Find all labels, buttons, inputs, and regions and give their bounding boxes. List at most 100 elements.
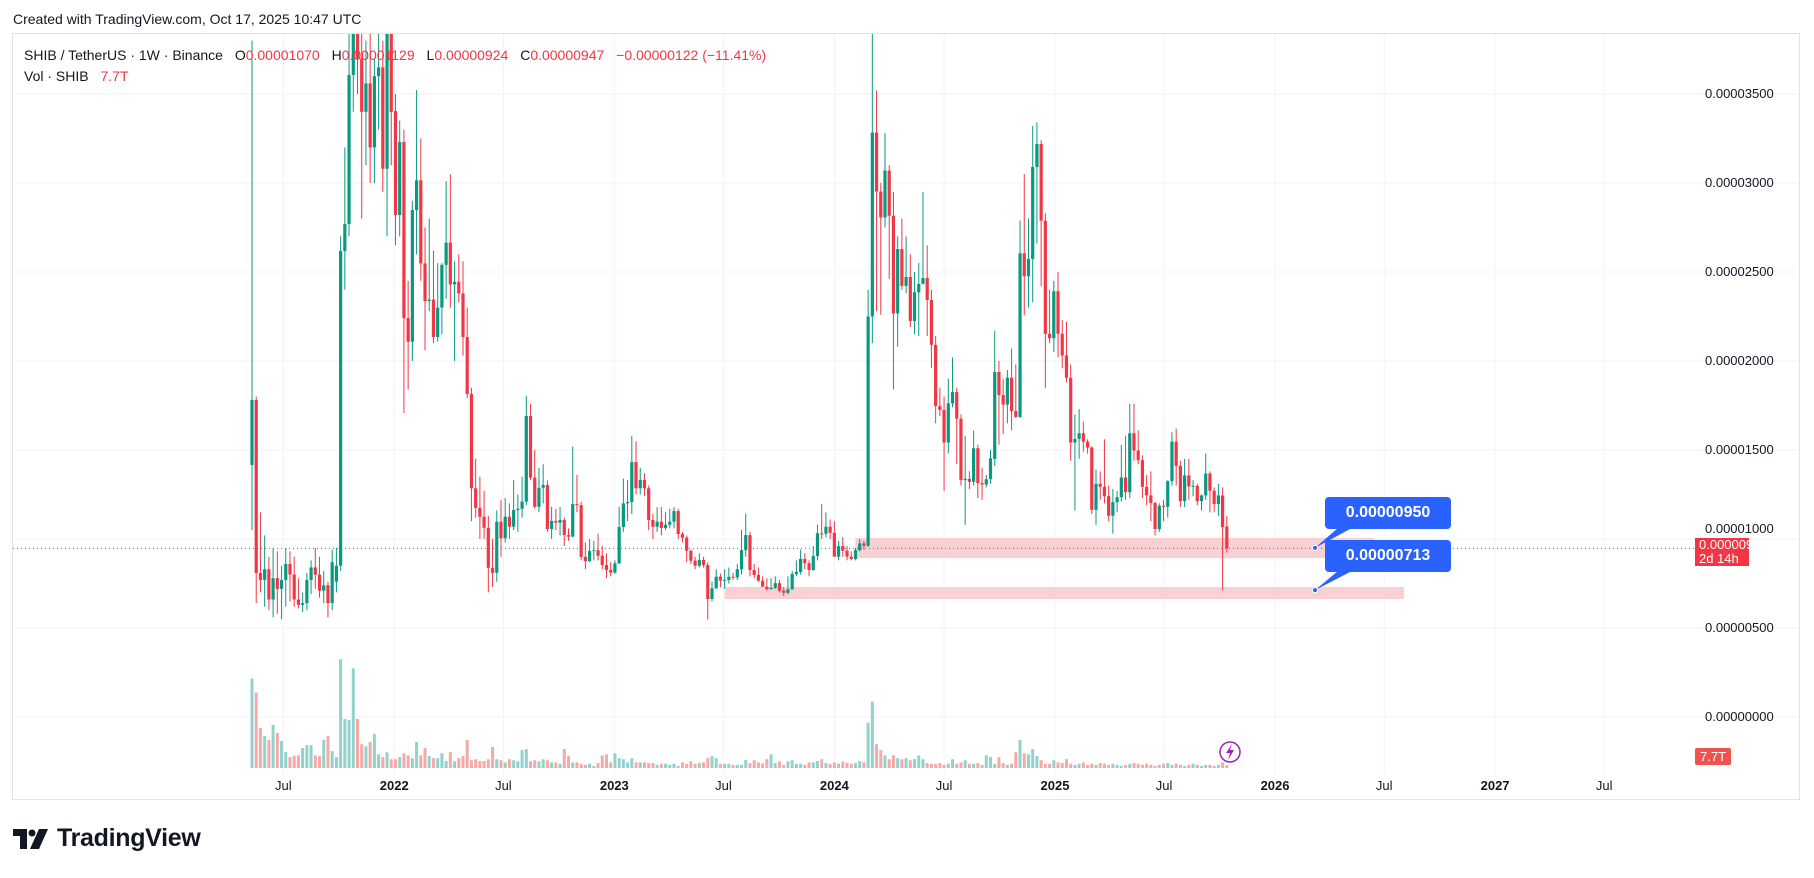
candle bbox=[955, 387, 959, 465]
volume-bar bbox=[1086, 764, 1090, 768]
candle-body bbox=[879, 191, 883, 218]
candle bbox=[680, 531, 685, 543]
candle-body bbox=[858, 543, 862, 551]
candle-body bbox=[583, 556, 587, 562]
candle-body bbox=[799, 558, 803, 572]
candle-body bbox=[1035, 144, 1039, 167]
candle bbox=[756, 567, 760, 582]
candle-body bbox=[1128, 433, 1132, 493]
volume-bar bbox=[769, 754, 773, 768]
volume-bar bbox=[976, 763, 980, 768]
candle bbox=[516, 494, 520, 532]
candle-body bbox=[630, 462, 634, 503]
volume-bar bbox=[1170, 764, 1174, 768]
callout-anchor-dot[interactable] bbox=[1312, 544, 1318, 551]
candle-body bbox=[1157, 505, 1161, 530]
volume-bar bbox=[280, 740, 284, 768]
candle bbox=[423, 227, 427, 351]
candle-body bbox=[651, 519, 655, 527]
volume-bar bbox=[938, 763, 942, 768]
candle-body bbox=[1010, 377, 1014, 412]
price-zone[interactable] bbox=[855, 537, 1375, 559]
candle bbox=[279, 565, 284, 620]
price-callout-upper[interactable]: 0.00000950 bbox=[1325, 497, 1451, 529]
candle bbox=[1149, 471, 1153, 522]
price-zone[interactable] bbox=[724, 587, 1405, 599]
volume-bar bbox=[1018, 739, 1022, 768]
candle bbox=[1145, 474, 1149, 506]
candle-body bbox=[1094, 483, 1098, 510]
volume-bar bbox=[752, 760, 756, 768]
candle-body bbox=[756, 574, 760, 581]
legend-high-value: 0.00001129 bbox=[341, 47, 415, 63]
volume-bar bbox=[1149, 764, 1153, 768]
candle-body bbox=[444, 242, 448, 265]
candle-body bbox=[777, 583, 782, 591]
callout-anchor-dot[interactable] bbox=[1312, 587, 1318, 594]
volume-bar bbox=[740, 764, 744, 768]
candle bbox=[900, 218, 904, 290]
candle bbox=[735, 563, 739, 580]
candle bbox=[330, 549, 334, 611]
candle-body bbox=[676, 511, 680, 535]
candle-body bbox=[621, 503, 625, 528]
volume-bar bbox=[545, 760, 549, 768]
candle-body bbox=[1166, 481, 1170, 507]
candle bbox=[1081, 421, 1085, 452]
candle-body bbox=[1183, 475, 1187, 502]
time-tick-label: Jul bbox=[715, 778, 732, 793]
candle-body bbox=[617, 527, 621, 564]
candle bbox=[554, 508, 558, 531]
price-callout-lower[interactable]: 0.00000713 bbox=[1325, 540, 1451, 572]
candle-body bbox=[917, 283, 921, 293]
volume-bar bbox=[588, 763, 592, 768]
legend-low-label: L bbox=[426, 47, 435, 63]
volume-bar bbox=[1026, 754, 1030, 768]
volume-bar bbox=[875, 744, 879, 768]
candle bbox=[296, 578, 301, 609]
volume-bar bbox=[1195, 764, 1199, 768]
candle-body bbox=[853, 550, 858, 559]
candle bbox=[718, 573, 723, 588]
candle-body bbox=[436, 307, 440, 337]
candle bbox=[305, 572, 309, 611]
price-tick-label: 0.00001500 bbox=[1705, 442, 1774, 457]
candle bbox=[925, 245, 929, 337]
volume-bar bbox=[322, 739, 326, 768]
candle bbox=[849, 551, 853, 561]
candle bbox=[807, 560, 811, 577]
candle-body bbox=[250, 399, 254, 465]
candle-body bbox=[993, 372, 997, 459]
candle bbox=[858, 539, 862, 552]
volume-bar bbox=[1174, 763, 1178, 768]
candle bbox=[1035, 122, 1039, 244]
legend-volume-label[interactable]: Vol · SHIB bbox=[24, 68, 89, 84]
volume-bar bbox=[351, 668, 355, 768]
candle bbox=[980, 467, 984, 500]
candle-body bbox=[457, 281, 461, 294]
volume-bar bbox=[689, 761, 693, 768]
candle-body bbox=[1047, 333, 1052, 339]
candle-body bbox=[263, 569, 267, 580]
candle bbox=[1170, 432, 1174, 486]
candle bbox=[1031, 126, 1035, 303]
legend-high-label: H bbox=[331, 47, 342, 63]
candle-body bbox=[807, 563, 811, 570]
volume-bar bbox=[659, 763, 663, 768]
candle bbox=[917, 263, 921, 337]
lightning-event-icon[interactable] bbox=[1219, 741, 1241, 763]
volume-bar bbox=[1022, 753, 1026, 768]
volume-bar bbox=[347, 719, 351, 768]
candle bbox=[883, 133, 887, 228]
candle bbox=[887, 165, 891, 280]
volume-bar bbox=[461, 756, 465, 768]
chart-pane[interactable] bbox=[12, 33, 1800, 800]
legend-symbol[interactable]: SHIB / TetherUS · 1W · Binance bbox=[24, 47, 223, 63]
candle bbox=[355, 34, 360, 94]
tradingview-logo[interactable]: TradingView bbox=[13, 824, 201, 853]
volume-bar bbox=[1043, 763, 1047, 768]
volume-bar bbox=[301, 747, 305, 768]
candle bbox=[617, 506, 621, 564]
candle bbox=[263, 535, 267, 607]
